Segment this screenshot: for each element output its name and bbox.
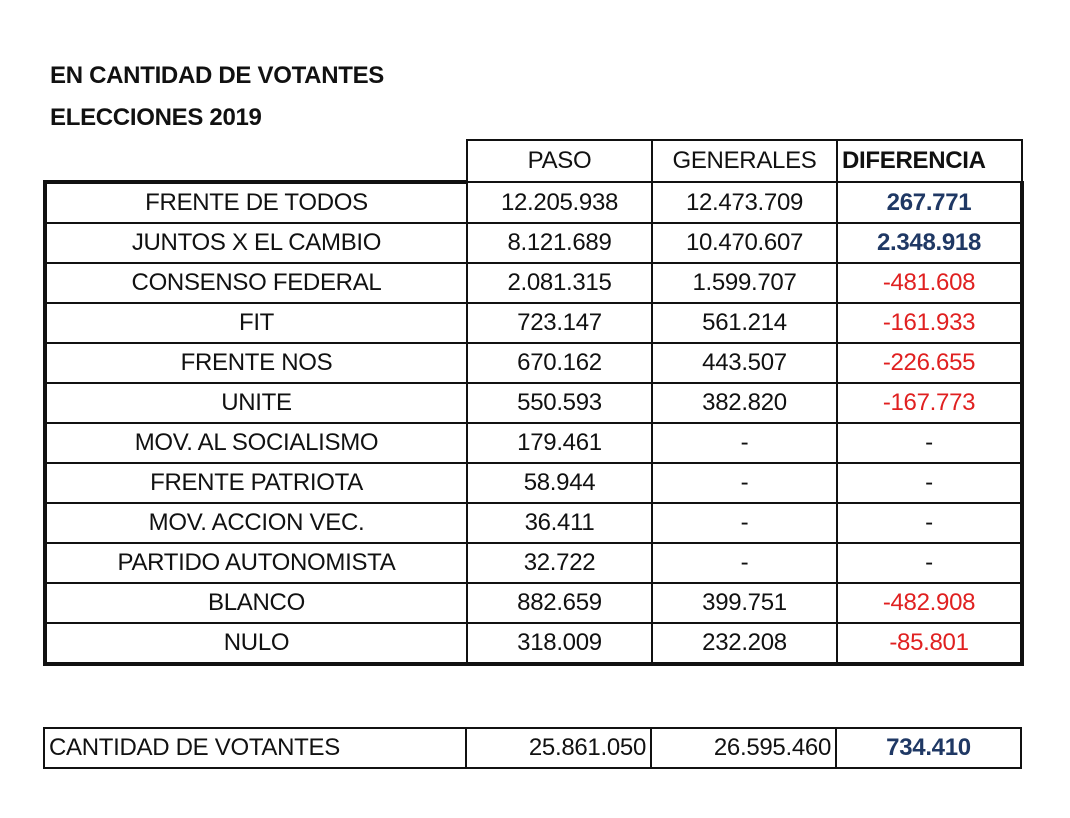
paso-cell: 882.659	[466, 582, 653, 624]
diferencia-cell: -482.908	[836, 582, 1024, 624]
paso-cell: 32.722	[466, 542, 653, 584]
generales-cell: 399.751	[651, 582, 838, 624]
paso-cell: 36.411	[466, 502, 653, 544]
paso-cell: 179.461	[466, 422, 653, 464]
diferencia-cell: -	[836, 502, 1024, 544]
diferencia-cell: -	[836, 422, 1024, 464]
generales-cell: 10.470.607	[651, 222, 838, 264]
party-cell: FRENTE NOS	[43, 342, 468, 384]
party-cell: MOV. AL SOCIALISMO	[43, 422, 468, 464]
header-blank-cell	[45, 140, 467, 184]
paso-cell: 2.081.315	[466, 262, 653, 304]
diferencia-cell: -85.801	[836, 622, 1024, 666]
total-diferencia: 734.410	[835, 727, 1022, 769]
header-generales: GENERALES	[651, 139, 838, 183]
generales-cell: -	[651, 462, 838, 504]
diferencia-cell: -481.608	[836, 262, 1024, 304]
paso-cell: 318.009	[466, 622, 653, 666]
table-row: BLANCO 882.659 399.751 -482.908	[43, 582, 1024, 624]
table-row: CONSENSO FEDERAL 2.081.315 1.599.707 -481.6…	[43, 262, 1024, 304]
paso-cell: 550.593	[466, 382, 653, 424]
total-table: CANTIDAD DE VOTANTES 25.861.050 26.595.4…	[43, 727, 1022, 769]
party-cell: BLANCO	[43, 582, 468, 624]
party-cell: UNITE	[43, 382, 468, 424]
generales-cell: 382.820	[651, 382, 838, 424]
paso-cell: 58.944	[466, 462, 653, 504]
table-row: UNITE 550.593 382.820 -167.773	[43, 382, 1024, 424]
diferencia-cell: -167.773	[836, 382, 1024, 424]
table-row: MOV. AL SOCIALISMO 179.461- -	[43, 422, 1024, 464]
total-paso: 25.861.050	[465, 727, 652, 769]
header-paso: PASO	[466, 139, 653, 183]
table-row: JUNTOS X EL CAMBIO 8.121.689 10.470.607 2.3…	[43, 222, 1024, 264]
generales-cell: 561.214	[651, 302, 838, 344]
party-cell: JUNTOS X EL CAMBIO	[43, 222, 468, 264]
paso-cell: 8.121.689	[466, 222, 653, 264]
generales-cell: 1.599.707	[651, 262, 838, 304]
table-row: FRENTE PATRIOTA 58.944- -	[43, 462, 1024, 504]
party-cell: NULO	[43, 622, 468, 666]
generales-cell: 12.473.709	[651, 181, 838, 224]
party-cell: FRENTE PATRIOTA	[43, 462, 468, 504]
generales-cell: -	[651, 542, 838, 584]
table-row: FRENTE DE TODOS 12.205.938 12.473.709 267.7…	[43, 181, 1024, 224]
title-line-1: EN CANTIDAD DE VOTANTES	[50, 62, 384, 89]
diferencia-cell: -226.655	[836, 342, 1024, 384]
diferencia-cell: 2.348.918	[836, 222, 1024, 264]
party-cell: CONSENSO FEDERAL	[43, 262, 468, 304]
diferencia-cell: -	[836, 462, 1024, 504]
paso-cell: 723.147	[466, 302, 653, 344]
party-cell: FRENTE DE TODOS	[43, 181, 468, 224]
party-cell: FIT	[43, 302, 468, 344]
generales-cell: 232.208	[651, 622, 838, 666]
table-row: MOV. ACCION VEC. 36.411- -	[43, 502, 1024, 544]
generales-cell: 443.507	[651, 342, 838, 384]
total-row: CANTIDAD DE VOTANTES 25.861.050 26.595.4…	[43, 727, 1022, 769]
header-diferencia: DIFERENCIA	[836, 139, 1023, 183]
paso-cell: 12.205.938	[466, 181, 653, 224]
party-cell: PARTIDO AUTONOMISTA	[43, 542, 468, 584]
total-generales: 26.595.460	[650, 727, 837, 769]
diferencia-cell: 267.771	[836, 181, 1024, 224]
results-table: PASO GENERALES DIFERENCIA FRENTE DE TODO…	[43, 139, 1024, 666]
table-row: PARTIDO AUTONOMISTA 32.722- -	[43, 542, 1024, 584]
generales-cell: -	[651, 422, 838, 464]
generales-cell: -	[651, 502, 838, 544]
total-label: CANTIDAD DE VOTANTES	[43, 727, 467, 769]
table-row: NULO 318.009 232.208 -85.801	[43, 622, 1024, 666]
diferencia-cell: -161.933	[836, 302, 1024, 344]
party-cell: MOV. ACCION VEC.	[43, 502, 468, 544]
header-row: PASO GENERALES DIFERENCIA	[45, 139, 1023, 184]
table-row: FIT 723.147 561.214 -161.933	[43, 302, 1024, 344]
table-row: FRENTE NOS 670.162 443.507 -226.655	[43, 342, 1024, 384]
title-line-2: ELECCIONES 2019	[50, 104, 262, 131]
diferencia-cell: -	[836, 542, 1024, 584]
paso-cell: 670.162	[466, 342, 653, 384]
